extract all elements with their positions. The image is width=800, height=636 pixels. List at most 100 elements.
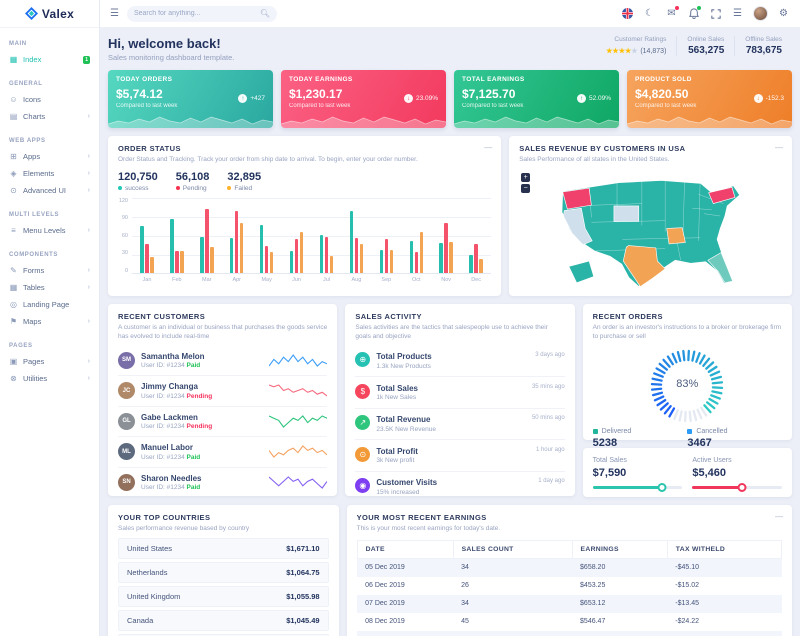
dark-mode-icon[interactable]: ☾ xyxy=(645,8,654,19)
fullscreen-icon[interactable] xyxy=(709,7,722,20)
sidebar-item-label: Maps xyxy=(23,317,42,326)
customer-sparkline xyxy=(269,414,328,428)
bar-failed xyxy=(239,223,244,273)
sidebar-item-charts[interactable]: ▤ Charts › xyxy=(9,108,90,125)
search-bar[interactable]: 🔍︎ xyxy=(126,5,277,22)
settings-gear-icon[interactable]: ⚙ xyxy=(779,8,788,19)
state-alaska[interactable] xyxy=(568,260,595,283)
total-sales-handle[interactable] xyxy=(657,483,667,492)
bar-pending xyxy=(444,223,448,273)
state-florida[interactable] xyxy=(707,251,734,283)
sidebar-item-landing-page[interactable]: ◎ Landing Page xyxy=(9,296,90,313)
y-tick-label: 120 xyxy=(118,197,128,204)
collapse-icon[interactable]: — xyxy=(775,512,783,521)
stat-card-product-sold[interactable]: PRODUCT SOLD $4,820.50 Compared to last we… xyxy=(627,70,792,128)
state-missouri[interactable] xyxy=(666,227,686,245)
active-users-track[interactable] xyxy=(692,483,782,492)
offline-sales-stat: Offline Sales 783,675 xyxy=(734,36,792,56)
messages-icon[interactable]: ✉ xyxy=(665,6,679,20)
customer-sparkline xyxy=(269,384,328,397)
stat-card-today-orders[interactable]: TODAY ORDERS $5,74.12 Compared to last wee… xyxy=(108,70,273,128)
online-sales-label: Online Sales xyxy=(687,36,725,43)
chevron-right-icon: › xyxy=(87,153,90,160)
legend-dot-icon xyxy=(118,186,122,191)
x-tick-label: Nov xyxy=(441,276,452,283)
collapse-icon[interactable]: — xyxy=(775,143,783,152)
top-countries-card: YOUR TOP COUNTRIES Sales performance rev… xyxy=(108,505,339,636)
sidebar-item-tables[interactable]: ▦ Tables › xyxy=(9,279,90,296)
stat-card-total-earnings[interactable]: TOTAL EARNINGS $7,125.70 Compared to last … xyxy=(454,70,619,128)
customer-row[interactable]: SM Samantha Melon User ID: #1234 Paid xyxy=(118,346,328,376)
y-tick-label: 30 xyxy=(121,250,128,257)
active-users-label: Active Users xyxy=(692,457,732,464)
app-logo[interactable]: Valex xyxy=(0,0,99,28)
order-status-subtitle: Order Status and Tracking. Track your or… xyxy=(118,156,418,163)
usa-map[interactable] xyxy=(519,171,782,289)
dashboard-content: Hi, welcome back! Sales monitoring dashb… xyxy=(100,28,800,636)
sidebar-item-label: Index xyxy=(23,55,42,64)
customer-row[interactable]: SN Sharon Needles User ID: #1234 Paid xyxy=(118,466,328,496)
usa-map-card: SALES REVENUE BY CUSTOMERS IN USA — Sale… xyxy=(509,136,792,296)
bar-pending xyxy=(234,211,239,273)
earnings-row: 07 Dec 2019 34 $653.12 -$13.45 xyxy=(357,594,782,613)
bar-success xyxy=(200,237,204,273)
earnings-cell: 34 xyxy=(453,558,573,577)
activity-row[interactable]: ⊙ Total Profit 3k New profit 1 hour ago xyxy=(355,439,565,471)
sidebar-item-forms[interactable]: ✎ Forms › xyxy=(9,262,90,279)
stat-card-value: $1,230.17 xyxy=(289,87,343,101)
active-users-value: $5,460 xyxy=(692,467,726,479)
customer-row[interactable]: GL Gabe Lackmen User ID: #1234 Pending xyxy=(118,405,328,437)
total-sales-slider: Total Sales $7,590 xyxy=(592,457,683,492)
state-wyoming[interactable] xyxy=(613,205,640,222)
activity-row[interactable]: ↗ Total Revenue 23.5K New Revenue 50 mins a… xyxy=(355,407,565,440)
sidebar-item-advanced-ui[interactable]: ⊙ Advanced UI › xyxy=(9,182,90,199)
activity-row[interactable]: $ Total Sales 1k New Sales 35 mins ago xyxy=(355,376,565,408)
activity-row[interactable]: ⊕ Total Products 1.3k New Products 3 days a… xyxy=(355,346,565,377)
sidebar-item-apps[interactable]: ⊞ Apps › xyxy=(9,148,90,165)
sidebar-item-index[interactable]: ▦ Index 1 xyxy=(9,51,90,68)
customer-name: Manuel Labor xyxy=(141,443,194,453)
sidebar-item-menu-levels[interactable]: ≡ Menu Levels › xyxy=(9,222,90,239)
bar-success xyxy=(170,218,174,273)
search-input[interactable] xyxy=(133,10,256,17)
sidebar-item-elements[interactable]: ◈ Elements › xyxy=(9,165,90,182)
legend-dot-icon xyxy=(175,186,180,191)
order-stat-value: 56,108 xyxy=(175,170,210,183)
collapse-icon[interactable]: — xyxy=(484,143,493,152)
sidebar-item-pages[interactable]: ▣ Pages › xyxy=(9,353,90,370)
stat-card-today-earnings[interactable]: TODAY EARNINGS $1,230.17 Compared to last … xyxy=(281,70,446,128)
state-oregon[interactable] xyxy=(562,187,592,210)
list-menu-icon[interactable]: ☰ xyxy=(733,8,742,19)
x-tick-label: Feb xyxy=(172,276,182,283)
total-sales-track[interactable] xyxy=(592,483,683,492)
menu-toggle-icon[interactable]: ☰ xyxy=(110,8,119,19)
usa-map-container[interactable]: + − xyxy=(519,171,782,294)
active-users-handle[interactable] xyxy=(737,483,747,492)
sidebar-item-label: Landing Page xyxy=(23,300,70,309)
state-texas[interactable] xyxy=(623,244,666,287)
sidebar-item-utilities[interactable]: ⊗ Utilities › xyxy=(9,370,90,387)
state-new-york[interactable] xyxy=(708,186,736,204)
stat-card-value: $5,74.12 xyxy=(116,87,163,101)
order-stat-label: success xyxy=(118,185,158,192)
tables-row: YOUR TOP COUNTRIES Sales performance rev… xyxy=(108,505,792,636)
order-stat-label: Pending xyxy=(175,185,210,192)
sidebar-item-maps[interactable]: ⚑ Maps › xyxy=(9,313,90,330)
customer-row[interactable]: ML Manuel Labor User ID: #1234 Paid xyxy=(118,436,328,467)
zoom-in-button[interactable]: + xyxy=(521,172,531,182)
valex-logo-icon xyxy=(24,7,38,20)
customer-row[interactable]: JC Jimmy Changa User ID: #1234 Pending xyxy=(118,375,328,406)
language-flag-icon[interactable] xyxy=(621,7,634,20)
earnings-row: 08 Dec 2019 45 $546.47 -$24.22 xyxy=(357,613,781,631)
sidebar-item-icons[interactable]: ☺ Icons xyxy=(9,91,90,108)
customer-sparkline xyxy=(269,476,328,489)
state-california[interactable] xyxy=(563,207,593,245)
search-icon[interactable]: 🔍︎ xyxy=(259,9,270,18)
user-avatar[interactable] xyxy=(753,6,768,21)
activity-row[interactable]: ◉ Customer Visits 15% increased 1 day ago xyxy=(355,470,565,496)
zoom-out-button[interactable]: − xyxy=(521,183,531,193)
bar-pending xyxy=(474,244,478,273)
recent-orders-subtitle: An order is an investor's instructions t… xyxy=(592,324,782,340)
notifications-bell-icon[interactable] xyxy=(687,6,701,20)
earnings-table: DATE SALES COUNT EARNINGS TAX WITHELD 05 De… xyxy=(356,539,783,636)
